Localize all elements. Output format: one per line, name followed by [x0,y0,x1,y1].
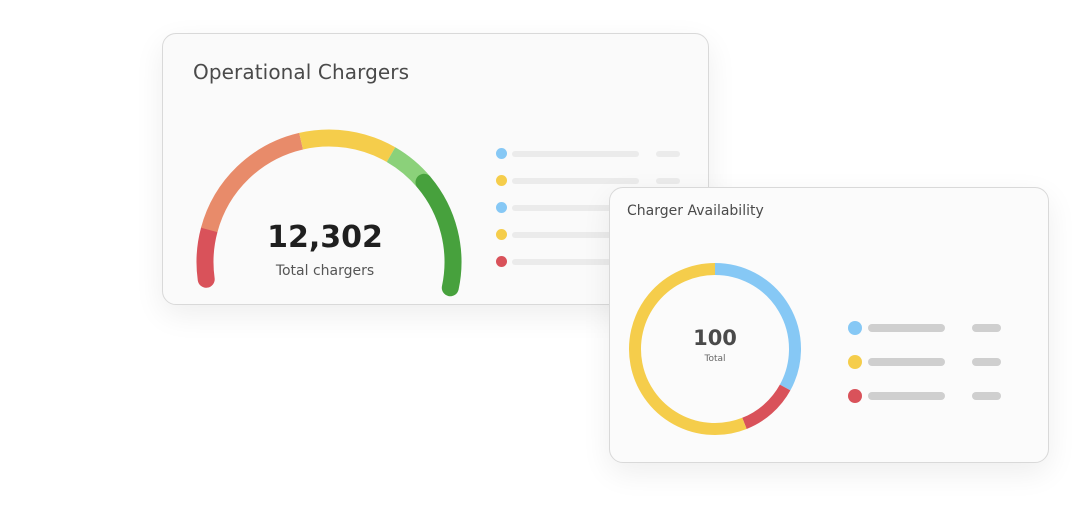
charger-availability-title: Charger Availability [627,203,764,219]
availability-legend-item [848,389,1008,403]
donut-segment-red [742,384,791,429]
legend-label-placeholder [512,205,639,211]
total-chargers-label: Total chargers [275,263,375,279]
legend-value-placeholder [656,178,680,184]
donut-segment-blue [714,263,801,391]
operational-gauge [196,129,462,297]
operational-legend-item [496,174,686,188]
legend-label-placeholder [512,232,639,238]
legend-color-dot [496,229,507,240]
charger-availability-card: Charger Availability 100 Total [609,187,1049,463]
legend-color-dot [496,148,507,159]
total-chargers-value: 12,302 [267,220,383,255]
legend-label-placeholder [868,358,945,366]
legend-value-placeholder [972,358,1001,366]
legend-label-placeholder [512,259,639,265]
legend-color-dot [496,256,507,267]
donut-segment-yellow [629,263,747,435]
legend-color-dot [848,355,862,369]
gauge-segment-red [196,221,218,288]
availability-legend-item [848,355,1008,369]
legend-color-dot [848,389,862,403]
availability-donut [629,263,801,435]
gauge-segment-yellow [299,129,396,163]
operational-legend-item [496,147,686,161]
legend-label-placeholder [512,151,639,157]
legend-color-dot [848,321,862,335]
legend-value-placeholder [972,324,1001,332]
availability-total-value: 100 [693,326,737,350]
availability-legend-item [848,321,1008,335]
legend-value-placeholder [972,392,1001,400]
legend-label-placeholder [868,324,945,332]
availability-total-label: Total [704,354,726,364]
legend-color-dot [496,202,507,213]
legend-value-placeholder [656,151,680,157]
legend-color-dot [496,175,507,186]
legend-label-placeholder [868,392,945,400]
legend-label-placeholder [512,178,639,184]
operational-chargers-title: Operational Chargers [193,60,410,84]
gauge-segment-salmon [201,132,304,233]
operational-chargers-card: Operational Chargers 12,302 Total charge… [162,33,709,305]
gauge-segment-green [415,173,462,297]
